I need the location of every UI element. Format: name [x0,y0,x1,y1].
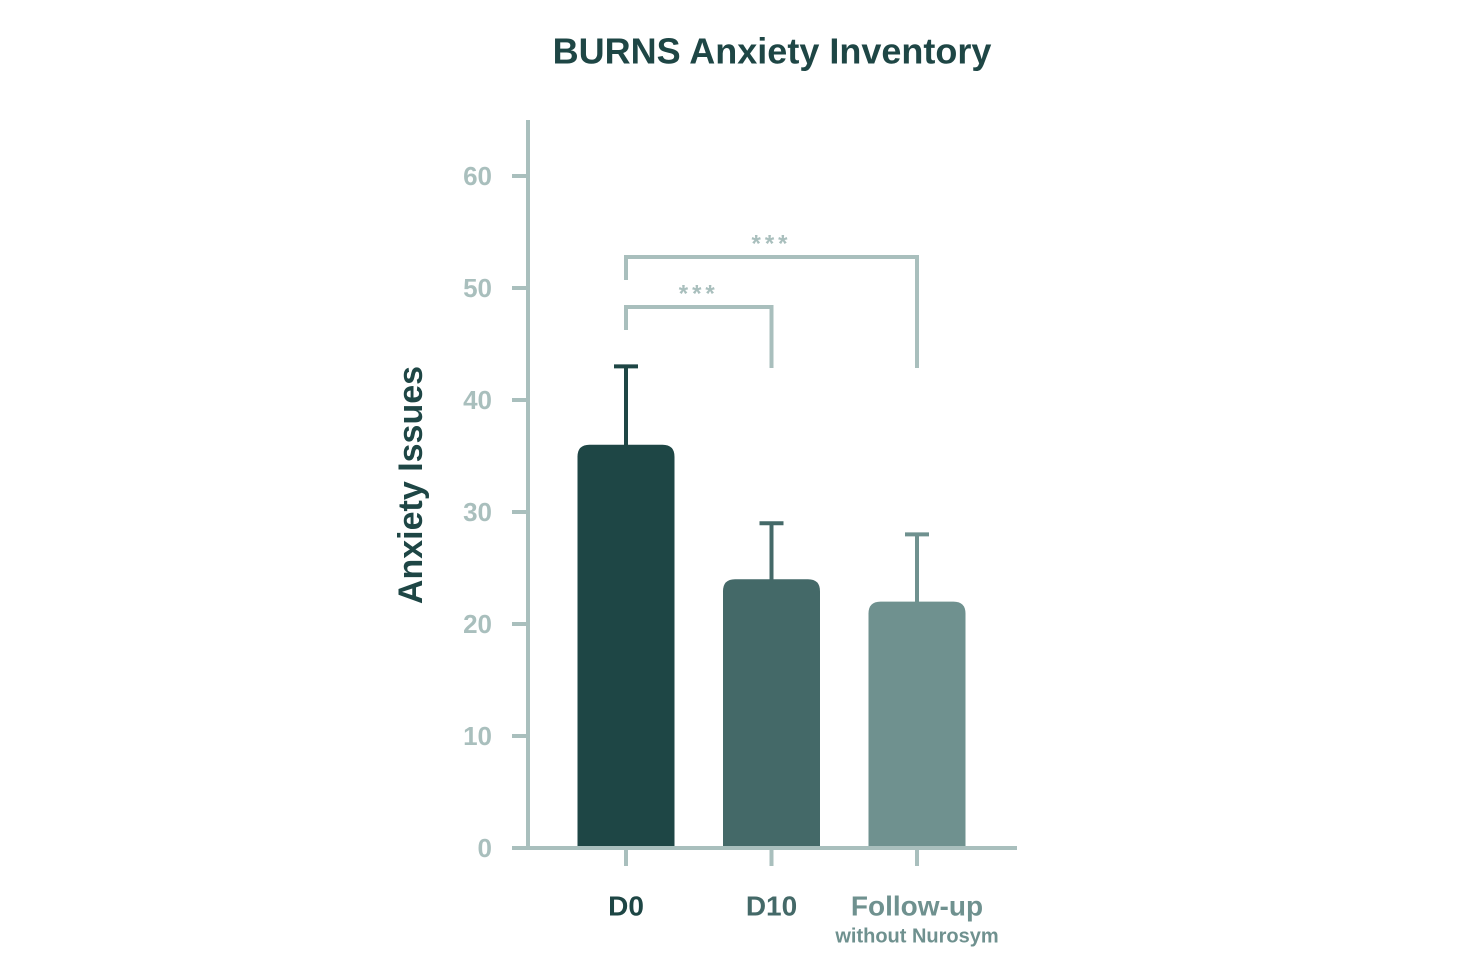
chart-title: BURNS Anxiety Inventory [553,31,992,72]
y-tick-label: 20 [463,609,492,639]
bar [723,579,820,846]
bar [868,601,966,846]
x-tick-label: D0 [608,890,644,921]
y-tick-label: 50 [463,273,492,303]
y-tick-label: 60 [463,161,492,191]
x-tick-sublabel: without Nurosym [834,925,998,947]
significance-bracket [624,305,774,368]
y-tick-label: 40 [463,385,492,415]
x-tick-label: D10 [746,890,797,921]
x-tick-label: Follow-up [851,890,983,921]
bar [577,444,675,846]
significance-bracket [624,255,919,368]
y-tick-label: 10 [463,721,492,751]
significance-label: *** [751,230,791,257]
significance-label: *** [679,280,719,307]
y-tick-label: 30 [463,497,492,527]
y-tick-label: 0 [478,833,492,863]
y-axis-label: Anxiety Issues [392,366,430,604]
